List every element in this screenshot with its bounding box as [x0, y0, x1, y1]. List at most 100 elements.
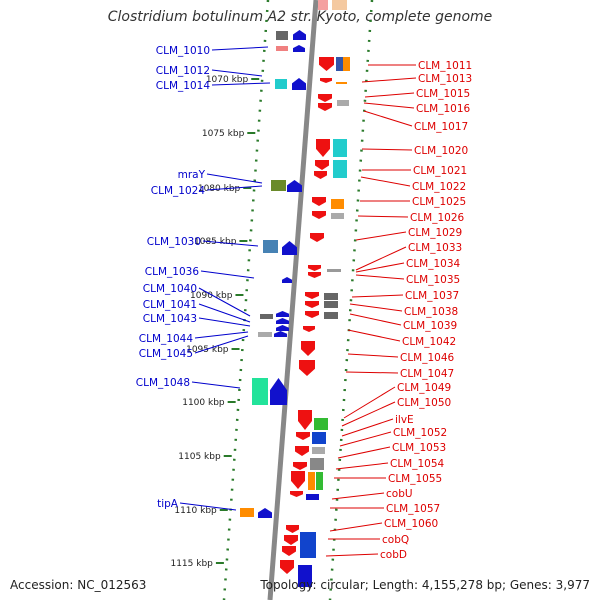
gene-arrow: [308, 265, 321, 271]
leader-line: [360, 176, 411, 187]
gene-label-right: CLM_1029: [408, 227, 462, 239]
genome-backbone: [267, 0, 319, 600]
leader-line: [341, 418, 394, 437]
gene-arrow: [270, 378, 287, 405]
gene-block: [275, 79, 287, 89]
gene-block: [314, 418, 328, 430]
gene-block: [258, 332, 272, 337]
gene-arrow: [299, 360, 315, 376]
gene-label-right: CLM_1011: [418, 60, 472, 72]
gene-arrow: [282, 241, 297, 255]
gene-label-right: CLM_1034: [406, 258, 461, 270]
gene-arrow: [320, 78, 332, 83]
gene-label-right: CLM_1039: [403, 320, 457, 332]
leader-line: [200, 270, 255, 279]
gene-block: [318, 0, 328, 10]
ruler-label: 1070 kbp: [206, 75, 249, 85]
gene-arrow: [274, 331, 287, 337]
gene-label-right: ilvE: [395, 414, 414, 426]
gene-arrow: [315, 160, 329, 170]
title: Clostridium botulinum A2 str. Kyoto, com…: [107, 9, 493, 25]
gene-label-right: CLM_1050: [397, 397, 451, 409]
leader-line: [329, 522, 383, 532]
gene-block: [324, 312, 338, 319]
gene-arrow: [280, 560, 294, 574]
gene-label-left: CLM_1041: [143, 299, 197, 311]
topology-text: Topology: circular; Length: 4,155,278 bp…: [260, 578, 590, 592]
gene-label-right: cobU: [386, 488, 413, 500]
gene-block: [331, 213, 344, 219]
gene-block: [308, 472, 315, 490]
gene-arrow: [258, 508, 272, 518]
gene-label-right: CLM_1017: [414, 121, 468, 133]
gene-label-right: CLM_1037: [405, 290, 459, 302]
leader-line: [198, 317, 251, 327]
gene-arrow: [282, 277, 292, 283]
gene-arrow: [318, 94, 332, 102]
gene-label-left: CLM_1030: [147, 236, 201, 248]
leader-line: [191, 381, 241, 389]
gene-arrow: [287, 180, 302, 192]
gene-label-left: CLM_1048: [136, 377, 190, 389]
gene-label-left: CLM_1012: [156, 65, 210, 77]
leader-line: [198, 287, 251, 317]
ruler-label: 1075 kbp: [202, 129, 245, 139]
gene-label-right: CLM_1033: [408, 242, 462, 254]
gene-block: [332, 0, 347, 10]
gene-label-right: CLM_1022: [412, 181, 466, 193]
gene-arrow: [286, 525, 299, 533]
gene-block: [337, 100, 349, 106]
gene-label-right: CLM_1016: [416, 103, 471, 115]
gene-arrow: [276, 325, 289, 331]
gene-label-right: CLM_1026: [410, 212, 465, 224]
gene-label-right: CLM_1042: [402, 336, 456, 348]
leader-line: [211, 82, 271, 86]
gene-arrow: [305, 301, 319, 308]
gene-label-right: CLM_1035: [406, 274, 460, 286]
gene-arrow: [305, 292, 319, 299]
gene-arrow: [276, 311, 289, 317]
leader-line: [355, 231, 407, 241]
leader-line: [343, 386, 396, 419]
gene-arrow: [312, 197, 326, 206]
gene-label-right: CLM_1046: [400, 352, 455, 364]
leader-line: [194, 335, 249, 354]
gene-arrow: [293, 45, 305, 52]
gene-arrow: [314, 171, 327, 179]
right-dotted-guide: [328, 0, 374, 600]
gene-block: [306, 494, 319, 500]
gene-block: [252, 378, 268, 405]
gene-arrow: [293, 30, 306, 40]
ruler-label: 1105 kbp: [178, 452, 221, 462]
leader-line: [347, 353, 399, 358]
leader-line: [206, 173, 263, 184]
gene-block: [271, 180, 286, 191]
leader-line: [355, 246, 407, 271]
leader-line: [198, 303, 251, 323]
gene-label-left: CLM_1024: [151, 185, 206, 197]
gene-arrow: [284, 535, 298, 545]
gene-block: [260, 314, 273, 319]
gene-label-right: CLM_1015: [416, 88, 470, 100]
gene-label-left: CLM_1036: [145, 266, 200, 278]
ruler-label: 1095 kbp: [186, 345, 229, 355]
gene-label-right: CLM_1025: [412, 196, 466, 208]
ruler-label: 1090 kbp: [190, 291, 233, 301]
gene-arrow: [319, 57, 334, 71]
leader-line: [325, 553, 379, 557]
left-dotted-guide: [222, 0, 270, 600]
gene-label-right: CLM_1013: [418, 73, 472, 85]
gene-label-right: cobQ: [382, 534, 409, 546]
gene-label-left: CLM_1010: [156, 45, 210, 57]
gene-arrow: [303, 326, 315, 332]
leader-line: [364, 92, 415, 98]
gene-arrow: [310, 233, 324, 242]
gene-arrow: [308, 272, 321, 278]
gene-block: [343, 57, 350, 71]
leader-line: [363, 110, 413, 127]
leader-line: [202, 240, 259, 247]
leader-line: [361, 77, 417, 83]
leader-line: [339, 431, 392, 447]
gene-arrow: [276, 318, 289, 324]
gene-arrow: [318, 103, 332, 111]
